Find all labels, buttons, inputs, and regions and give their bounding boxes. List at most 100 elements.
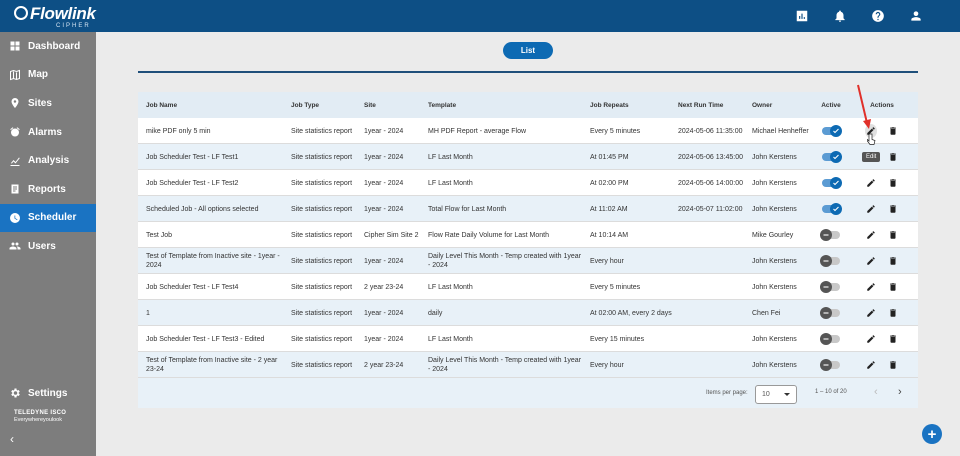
job-repeats-cell: Every 5 minutes [590, 127, 641, 135]
job-repeats-cell: At 01:45 PM [590, 153, 629, 161]
sidebar-item-label: Sites [28, 97, 52, 109]
help-icon[interactable] [870, 8, 886, 24]
site-cell: 1year - 2024 [364, 205, 404, 213]
list-view-button[interactable]: List [503, 42, 553, 59]
sidebar-item-users[interactable]: Users [0, 232, 96, 261]
pencil-icon [867, 179, 875, 187]
items-per-page-label: Items per page: [706, 390, 748, 396]
check-icon [830, 151, 842, 163]
sidebar-item-scheduler[interactable]: Scheduler [0, 203, 96, 233]
table-header: Job Name Job Type Site Template Job Repeats N… [138, 92, 918, 118]
active-toggle[interactable] [820, 359, 840, 371]
delete-button[interactable] [887, 124, 899, 138]
trash-icon [890, 361, 896, 369]
trash-icon [890, 309, 896, 317]
logo-subtext: CIPHER [56, 23, 91, 29]
items-per-page-value: 10 [762, 391, 770, 398]
next-run-time-cell: 2024-05-06 13:45:00 [678, 153, 743, 161]
active-cell [820, 222, 841, 248]
user-icon[interactable] [908, 8, 924, 24]
previous-page-button[interactable]: ‹ [874, 386, 878, 398]
job-type-cell: Site statistics report [291, 153, 353, 161]
sidebar: Dashboard Map Sites Alarms Analysis Reports Sc… [0, 32, 96, 456]
sidebar-item-reports[interactable]: Reports [0, 175, 96, 204]
site-cell: 1year - 2024 [364, 153, 404, 161]
edit-button[interactable] [865, 358, 877, 372]
collapse-sidebar-icon[interactable]: ‹ [10, 432, 14, 446]
sidebar-item-map[interactable]: Map [0, 61, 96, 90]
sidebar-item-label: Alarms [28, 126, 62, 138]
sidebar-item-dashboard[interactable]: Dashboard [0, 32, 96, 61]
edit-button[interactable] [865, 280, 877, 294]
actions-cell [860, 222, 904, 248]
active-toggle[interactable] [822, 125, 842, 137]
edit-button[interactable] [865, 228, 877, 242]
report-icon[interactable] [794, 8, 810, 24]
items-per-page-select[interactable]: 10 [755, 385, 797, 404]
table-row[interactable]: Job Scheduler Test - LF Test3 - Edited Si… [138, 326, 918, 352]
job-name-cell: Test Job [146, 231, 173, 239]
column-header: Active [821, 101, 841, 109]
active-toggle[interactable] [820, 333, 840, 345]
table-row[interactable]: Scheduled Job - All options selected Site… [138, 196, 918, 222]
edit-button[interactable] [865, 332, 877, 346]
pencil-icon [867, 205, 875, 213]
column-header: Site [364, 101, 376, 109]
delete-button[interactable] [887, 202, 899, 216]
add-job-button[interactable]: + [922, 424, 942, 444]
clock-icon [10, 212, 20, 223]
delete-button[interactable] [887, 176, 899, 190]
table-row[interactable]: 1 Site statistics report 1year - 2024 daily… [138, 300, 918, 326]
table-row[interactable]: Test of Template from Inactive site - 1y… [138, 248, 918, 274]
owner-cell: John Kerstens [752, 361, 797, 369]
job-type-cell: Site statistics report [291, 205, 353, 213]
table-row[interactable]: Test of Template from Inactive site - 2 … [138, 352, 918, 378]
bell-icon[interactable] [832, 8, 848, 24]
delete-button[interactable] [887, 358, 899, 372]
active-toggle[interactable] [822, 151, 842, 163]
edit-button[interactable] [865, 306, 877, 320]
active-toggle[interactable] [820, 281, 840, 293]
job-repeats-cell: Every hour [590, 361, 624, 369]
edit-button[interactable] [865, 254, 877, 268]
job-type-cell: Site statistics report [291, 283, 353, 291]
column-header: Template [428, 101, 457, 109]
active-toggle[interactable] [822, 177, 842, 189]
sidebar-item-settings[interactable]: Settings [0, 379, 96, 408]
site-cell: 2 year 23-24 [364, 361, 404, 369]
table-row[interactable]: Test Job Site statistics report Cipher Sim… [138, 222, 918, 248]
sidebar-item-sites[interactable]: Sites [0, 89, 96, 118]
table-row[interactable]: Job Scheduler Test - LF Test1 Site statis… [138, 144, 918, 170]
active-toggle[interactable] [820, 307, 840, 319]
delete-button[interactable] [887, 280, 899, 294]
table-row[interactable]: mike PDF only 5 min Site statistics repor… [138, 118, 918, 144]
job-name-cell: mike PDF only 5 min [146, 127, 211, 135]
flowlink-logo[interactable]: Flowlink CIPHER [14, 4, 96, 29]
table-row[interactable]: Job Scheduler Test - LF Test2 Site statis… [138, 170, 918, 196]
template-cell: Daily Level This Month - Temp created wi… [428, 253, 582, 269]
next-run-time-cell: 2024-05-06 14:00:00 [678, 179, 743, 187]
sidebar-item-analysis[interactable]: Analysis [0, 146, 96, 175]
users-icon [9, 242, 21, 250]
delete-button[interactable] [887, 332, 899, 346]
sidebar-item-alarms[interactable]: Alarms [0, 118, 96, 147]
active-toggle[interactable] [822, 203, 842, 215]
edit-button[interactable] [865, 202, 877, 216]
template-cell: daily [428, 309, 443, 317]
job-name-cell: Test of Template from Inactive site - 2 … [146, 357, 278, 373]
top-bar: Flowlink CIPHER [0, 0, 960, 32]
active-toggle[interactable] [820, 229, 840, 241]
delete-button[interactable] [887, 150, 899, 164]
edit-button[interactable] [865, 176, 877, 190]
active-toggle[interactable] [820, 255, 840, 267]
next-page-button[interactable]: › [898, 386, 902, 398]
delete-button[interactable] [887, 228, 899, 242]
job-name-cell: Scheduled Job - All options selected [146, 205, 259, 213]
chevron-down-icon [784, 393, 790, 396]
delete-button[interactable] [887, 254, 899, 268]
table-row[interactable]: Job Scheduler Test - LF Test4 Site statis… [138, 274, 918, 300]
pencil-icon [867, 283, 875, 291]
edit-tooltip: Edit [862, 152, 881, 162]
delete-button[interactable] [887, 306, 899, 320]
template-cell: MH PDF Report - average Flow [428, 127, 527, 135]
